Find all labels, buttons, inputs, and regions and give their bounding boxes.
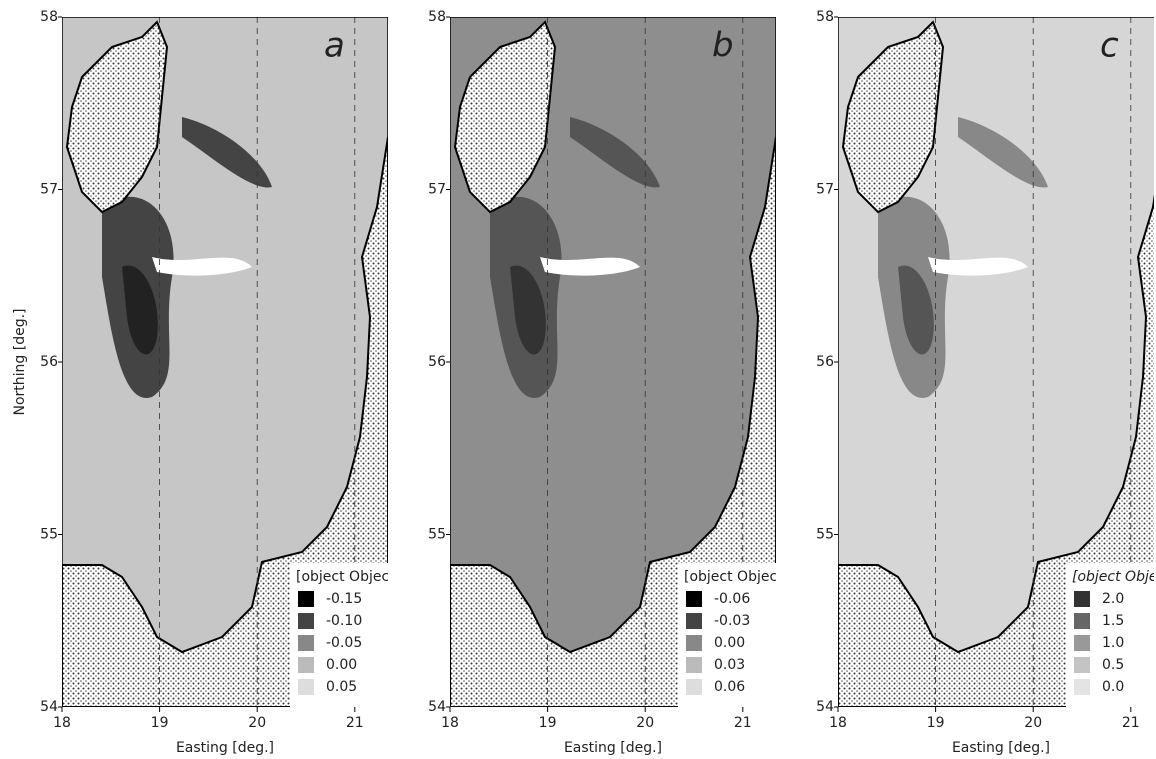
panel-letter: a [324,26,345,66]
legend-label: -0.06 [714,591,750,607]
legend-swatch [686,613,702,629]
dark-patch [510,265,546,355]
y-tick-label: 56 [40,354,58,370]
legend-label: 0.5 [1102,657,1124,673]
legend-swatch [686,635,702,651]
x-tick-label: 19 [539,715,557,731]
y-tick-label: 58 [816,9,834,25]
legend-label: 0.00 [714,635,745,651]
legend-swatch [298,613,314,629]
light-patch [152,257,252,276]
map-panel: b [object Object][object Object][object O… [450,17,967,707]
x-tick-label: 18 [441,715,459,731]
legend-swatch [1074,591,1090,607]
legend-title: [object Object][object Object][object Ob… [296,567,579,586]
y-tick-label: 55 [40,527,58,543]
map-content: b [object Object][object Object][object O… [450,17,967,707]
legend-title-part: [object Object] [296,569,400,585]
x-tick-label: 20 [1024,715,1042,731]
x-tick-label: 18 [53,715,71,731]
legend-swatch [686,679,702,695]
legend-label: -0.03 [714,613,750,629]
y-tick-label: 56 [428,354,446,370]
legend: [object Object][object Object][object Ob… [678,563,967,707]
legend-label: -0.10 [326,613,362,629]
map-content: c [object Object][object Object][object O… [838,17,1156,707]
y-tick-label: 55 [428,527,446,543]
dark-patch [182,117,272,188]
dark-patch [958,117,1048,188]
y-tick-label: 58 [40,9,58,25]
light-patch [928,257,1028,276]
legend-label: 0.0 [1102,679,1124,695]
y-tick-label: 57 [428,182,446,198]
legend-swatch [298,591,314,607]
y-tick-label: 57 [40,182,58,198]
x-tick-label: 20 [248,715,266,731]
land-gotland [65,20,169,214]
dark-patch [570,117,660,188]
legend-swatch [1074,635,1090,651]
panel-letter: b [712,26,734,66]
x-axis-label: Easting [deg.] [176,740,274,756]
legend: [object Object][object Object][object Ob… [1066,563,1156,707]
y-tick-label: 57 [816,182,834,198]
legend-label: 0.03 [714,657,745,673]
y-tick-label: 54 [40,699,58,715]
x-tick-label: 19 [151,715,169,731]
legend-title-part: [object Object] [1072,569,1156,585]
dark-patch [122,265,158,355]
x-tick-label: 19 [927,715,945,731]
legend-title: [object Object][object Object][object Ob… [684,567,967,586]
legend-title: [object Object][object Object][object Ob… [1072,567,1156,589]
y-axis-label: Northing [deg.] [12,308,28,415]
x-axis-label: Easting [deg.] [952,740,1050,756]
y-tick-label: 56 [816,354,834,370]
legend-label: 0.00 [326,657,357,673]
legend-label: -0.15 [326,591,362,607]
map-panel: c [object Object][object Object][object O… [838,17,1156,707]
legend-label: 1.0 [1102,635,1124,651]
map-panel: a [object Object][object Object][object O… [62,17,579,707]
x-tick-label: 21 [734,715,752,731]
legend-label: 0.05 [326,679,357,695]
x-tick-label: 21 [346,715,364,731]
y-tick-label: 54 [428,699,446,715]
legend-swatch [298,635,314,651]
y-tick-label: 55 [816,527,834,543]
legend-label: 2.0 [1102,591,1124,607]
legend-swatch [1074,613,1090,629]
map-content: a [object Object][object Object][object O… [62,17,579,707]
legend-swatch [1074,679,1090,695]
legend-label: 1.5 [1102,613,1124,629]
x-tick-label: 21 [1122,715,1140,731]
legend-swatch [1074,657,1090,673]
legend-swatch [298,657,314,673]
legend-swatch [686,591,702,607]
x-tick-label: 20 [636,715,654,731]
legend-label: 0.06 [714,679,745,695]
land-gotland [841,20,945,214]
y-tick-label: 58 [428,9,446,25]
legend: [object Object][object Object][object Ob… [290,563,579,707]
land-gotland [453,20,557,214]
dark-patch [898,265,934,355]
y-tick-label: 54 [816,699,834,715]
x-axis-label: Easting [deg.] [564,740,662,756]
x-tick-label: 18 [829,715,847,731]
legend-label: -0.05 [326,635,362,651]
legend-swatch [686,657,702,673]
light-patch [540,257,640,276]
legend-title-part: [object Object] [684,569,788,585]
legend-swatch [298,679,314,695]
panel-letter: c [1100,26,1119,66]
